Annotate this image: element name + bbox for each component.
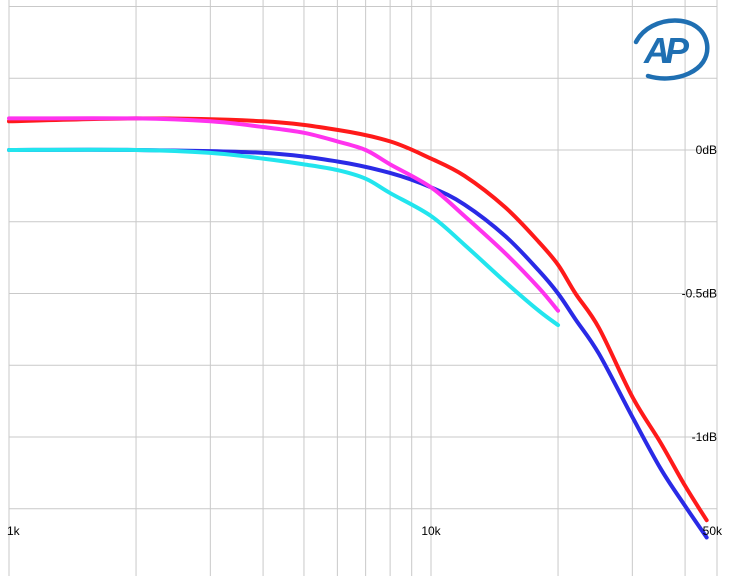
series-line-1 — [7, 116, 709, 523]
x-tick-label: 1k — [7, 524, 21, 538]
y-tick-label: -1dB — [692, 430, 717, 444]
logo-text: AP — [643, 30, 690, 71]
series-line-2 — [7, 147, 709, 540]
grid — [8, 0, 718, 576]
y-tick-label: 0dB — [696, 143, 717, 157]
x-tick-label: 10k — [421, 524, 441, 538]
series-layer — [7, 116, 709, 540]
series-line-4 — [7, 147, 561, 328]
x-tick-label: 50k — [703, 524, 723, 538]
series-line-3 — [7, 116, 561, 313]
y-tick-label: -0.5dB — [682, 287, 717, 301]
logo-swoosh — [633, 18, 710, 81]
tick-layer: 1k 10k 50k 0dB -0.5dB -1dB — [7, 143, 723, 538]
